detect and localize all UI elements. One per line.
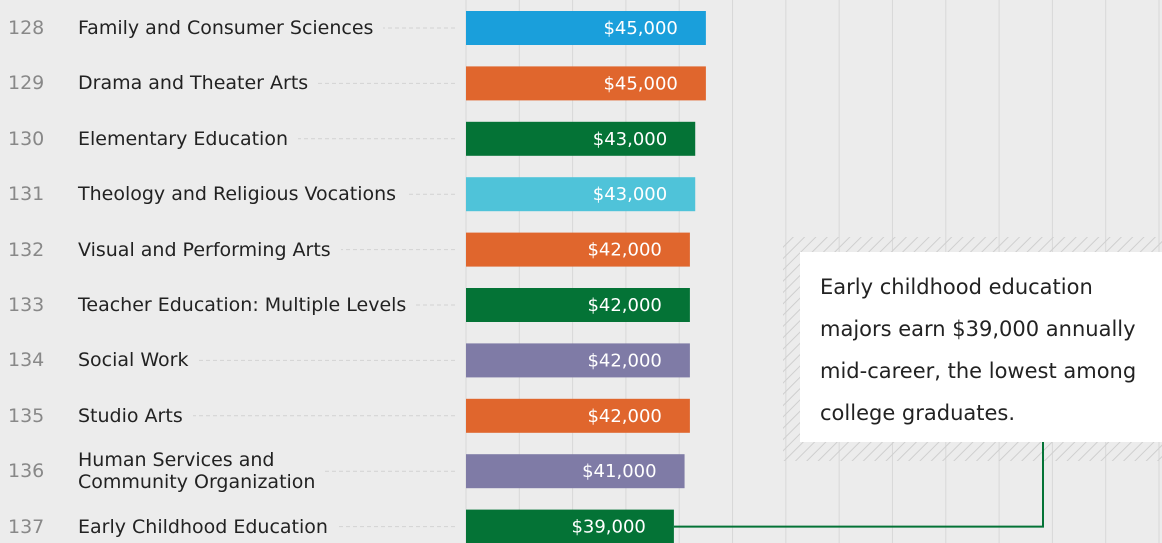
annotation-text: Early childhood education bbox=[820, 275, 1093, 299]
value-label: $45,000 bbox=[603, 73, 677, 94]
value-label: $41,000 bbox=[582, 461, 656, 482]
rank: 137 bbox=[8, 515, 45, 538]
bar bbox=[466, 177, 696, 212]
bar bbox=[466, 66, 706, 101]
category-label: Family and Consumer Sciences bbox=[78, 17, 384, 39]
bar bbox=[466, 121, 696, 156]
rank: 130 bbox=[8, 127, 45, 150]
bar bbox=[466, 398, 690, 433]
annotation-text: college graduates. bbox=[820, 401, 1016, 425]
bar bbox=[466, 509, 674, 543]
category-label: Teacher Education: Multiple Levels bbox=[78, 294, 417, 316]
value-label: $43,000 bbox=[593, 184, 667, 205]
rank: 131 bbox=[8, 183, 45, 206]
value-label: $42,000 bbox=[587, 295, 661, 316]
value-label: $39,000 bbox=[571, 517, 645, 538]
category-label: Theology and Religious Vocations bbox=[78, 183, 407, 206]
category-label: Visual and Performing Arts bbox=[78, 238, 341, 261]
rank: 136 bbox=[8, 460, 45, 483]
annotation-text: majors earn $39,000 annually bbox=[820, 317, 1136, 341]
rank: 134 bbox=[8, 349, 45, 372]
rank: 128 bbox=[8, 17, 45, 39]
bar bbox=[466, 454, 685, 489]
bar bbox=[466, 288, 690, 322]
category-label: Studio Arts bbox=[78, 404, 193, 427]
rank: 135 bbox=[8, 404, 45, 427]
bar bbox=[466, 232, 690, 267]
category-label: Elementary Education bbox=[78, 127, 298, 150]
value-label: $42,000 bbox=[587, 240, 661, 261]
category-label: Early Childhood Education bbox=[78, 515, 338, 538]
rank: 133 bbox=[8, 294, 45, 316]
annotation-box bbox=[800, 252, 1162, 442]
category-label: Human Services and Community Organizatio… bbox=[78, 449, 326, 494]
connector bbox=[673, 442, 1044, 528]
category-label: Social Work bbox=[78, 349, 199, 372]
value-label: $43,000 bbox=[593, 129, 667, 150]
category-label: Drama and Theater Arts bbox=[78, 72, 319, 95]
bar bbox=[466, 11, 706, 45]
value-label: $42,000 bbox=[587, 350, 661, 371]
annotation-text: mid-career, the lowest among bbox=[820, 359, 1137, 383]
bar bbox=[466, 343, 690, 378]
value-label: $45,000 bbox=[603, 18, 677, 39]
rank: 129 bbox=[8, 72, 45, 95]
value-label: $42,000 bbox=[587, 406, 661, 427]
rank: 132 bbox=[8, 238, 45, 261]
